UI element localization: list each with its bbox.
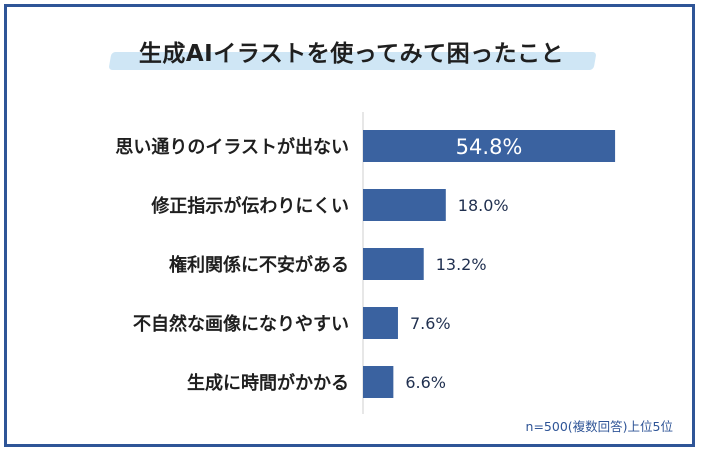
bar: [363, 130, 616, 162]
bar: [363, 189, 446, 221]
category-label: 思い通りのイラストが出ない: [115, 136, 349, 158]
category-label: 修正指示が伝わりにくい: [150, 195, 349, 217]
bar: [363, 248, 424, 280]
category-label: 不自然な画像になりやすい: [133, 313, 349, 335]
category-label: 生成に時間がかかる: [187, 372, 349, 394]
bar: [363, 307, 398, 339]
chart-title: 生成AIイラストを使ってみて困ったこと: [138, 41, 565, 67]
value-label: 6.6%: [405, 373, 446, 392]
chart-frame: [4, 4, 695, 447]
category-label: 権利関係に不安がある: [169, 254, 349, 276]
value-label: 7.6%: [410, 314, 451, 333]
value-label: 18.0%: [458, 196, 509, 215]
value-label: 13.2%: [436, 255, 487, 274]
bar: [363, 366, 394, 398]
value-label: 54.8%: [456, 135, 523, 159]
sample-note: n=500(複数回答)上位5位: [525, 419, 673, 434]
